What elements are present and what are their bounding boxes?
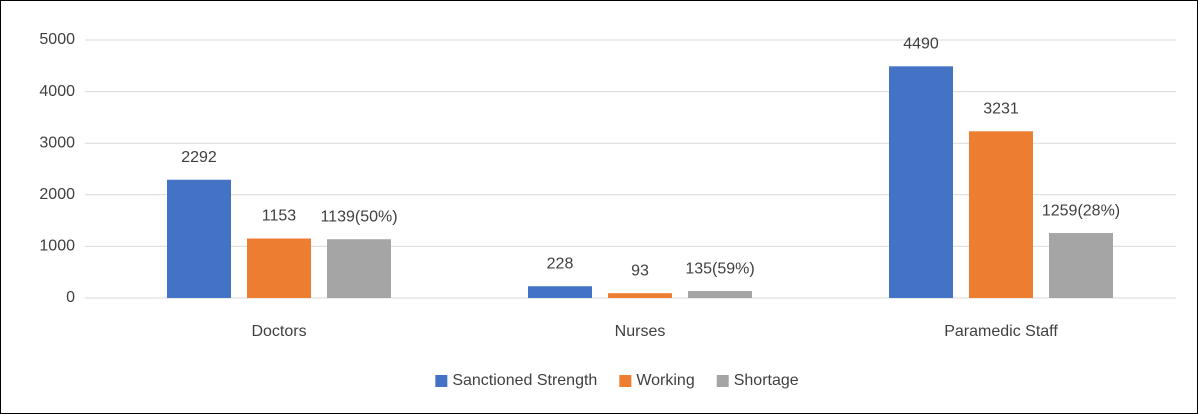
bar bbox=[889, 66, 953, 298]
y-tick-label: 3000 bbox=[39, 134, 75, 151]
bar bbox=[528, 286, 592, 298]
data-label: 3231 bbox=[983, 100, 1019, 117]
legend-label: Sanctioned Strength bbox=[452, 372, 597, 389]
legend-swatch bbox=[619, 375, 632, 387]
bar bbox=[327, 239, 391, 298]
y-tick-label: 5000 bbox=[39, 31, 75, 48]
legend-label: Working bbox=[636, 372, 694, 389]
bar bbox=[688, 291, 752, 298]
y-tick-label: 4000 bbox=[39, 83, 75, 100]
y-tick-label: 2000 bbox=[39, 186, 75, 203]
data-label: 1259(28%) bbox=[1042, 202, 1120, 219]
bar bbox=[969, 131, 1033, 298]
data-label: 135(59%) bbox=[685, 260, 754, 277]
data-label: 1139(50%) bbox=[320, 208, 397, 225]
legend-swatch bbox=[716, 375, 729, 387]
data-label: 1153 bbox=[262, 208, 297, 225]
x-tick-label: Doctors bbox=[251, 323, 306, 340]
data-label: 93 bbox=[631, 262, 649, 279]
bar bbox=[1049, 233, 1113, 298]
x-tick-label: Paramedic Staff bbox=[944, 323, 1058, 340]
data-label: 228 bbox=[547, 255, 574, 272]
legend-swatch bbox=[435, 375, 448, 387]
y-tick-label: 0 bbox=[66, 289, 75, 306]
x-tick-label: Nurses bbox=[615, 323, 666, 340]
bar bbox=[247, 238, 311, 298]
y-tick-label: 1000 bbox=[39, 238, 75, 255]
bar bbox=[608, 293, 672, 298]
data-label: 2292 bbox=[181, 149, 217, 166]
bar bbox=[167, 179, 231, 298]
data-label: 4490 bbox=[903, 36, 939, 53]
legend-label: Shortage bbox=[734, 372, 799, 389]
